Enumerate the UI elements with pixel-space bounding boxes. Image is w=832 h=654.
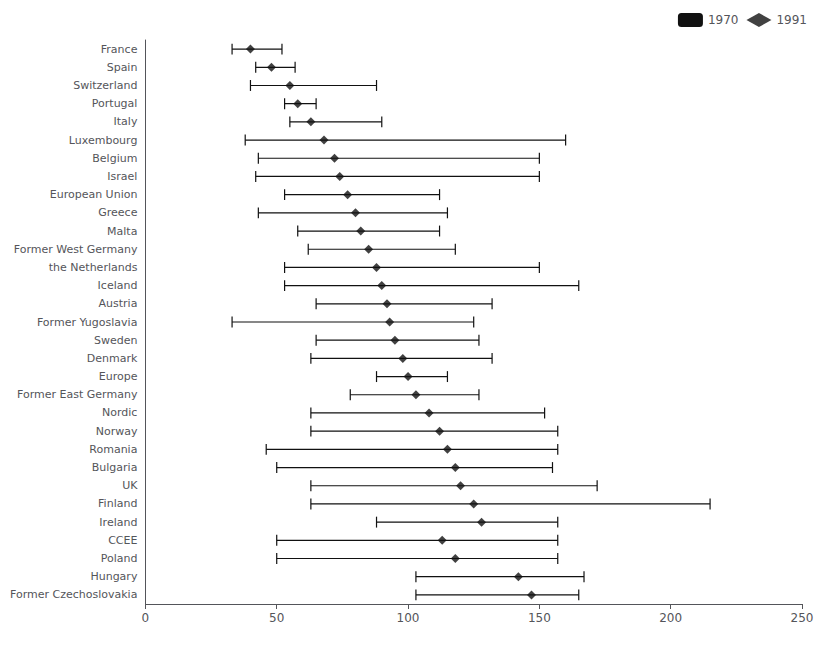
svg-text:Poland: Poland	[101, 552, 138, 565]
svg-text:Spain: Spain	[107, 61, 138, 74]
svg-text:Bulgaria: Bulgaria	[92, 461, 138, 474]
svg-text:100: 100	[397, 611, 420, 625]
svg-text:0: 0	[142, 611, 150, 625]
svg-text:1991: 1991	[776, 13, 807, 27]
svg-text:50: 50	[269, 611, 284, 625]
svg-text:Hungary: Hungary	[90, 570, 137, 583]
svg-text:Former Czechoslovakia: Former Czechoslovakia	[10, 588, 137, 601]
svg-text:Norway: Norway	[96, 425, 138, 438]
svg-text:Belgium: Belgium	[92, 152, 137, 165]
svg-text:Luxembourg: Luxembourg	[69, 134, 138, 147]
svg-text:Iceland: Iceland	[98, 279, 138, 292]
svg-text:France: France	[101, 43, 138, 56]
svg-text:CCEE: CCEE	[108, 534, 137, 547]
svg-text:Denmark: Denmark	[87, 352, 138, 365]
svg-text:Austria: Austria	[99, 297, 138, 310]
svg-text:Romania: Romania	[89, 443, 137, 456]
svg-text:Ireland: Ireland	[99, 516, 137, 529]
svg-text:Nordic: Nordic	[102, 406, 137, 419]
svg-text:Former West Germany: Former West Germany	[14, 243, 138, 256]
svg-text:Malta: Malta	[107, 225, 137, 238]
svg-text:Sweden: Sweden	[94, 334, 137, 347]
svg-text:European Union: European Union	[50, 188, 138, 201]
svg-text:Finland: Finland	[98, 497, 137, 510]
svg-text:150: 150	[528, 611, 551, 625]
svg-text:Italy: Italy	[114, 115, 138, 128]
svg-text:the Netherlands: the Netherlands	[49, 261, 138, 274]
svg-text:250: 250	[791, 611, 814, 625]
svg-text:Europe: Europe	[99, 370, 138, 383]
svg-text:Former Yugoslavia: Former Yugoslavia	[37, 316, 137, 329]
svg-text:UK: UK	[122, 479, 138, 492]
svg-text:Greece: Greece	[98, 206, 137, 219]
svg-text:Switzerland: Switzerland	[73, 79, 137, 92]
svg-text:200: 200	[659, 611, 682, 625]
svg-text:Former East Germany: Former East Germany	[17, 388, 138, 401]
svg-text:Israel: Israel	[107, 170, 137, 183]
svg-text:1970: 1970	[708, 13, 739, 27]
svg-text:Portugal: Portugal	[92, 97, 138, 110]
